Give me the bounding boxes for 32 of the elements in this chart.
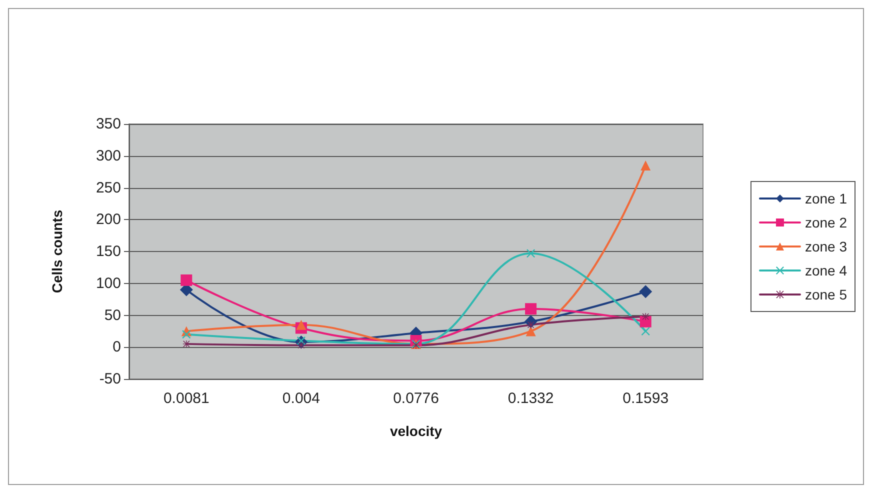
y-tick-label: 0 — [112, 338, 121, 356]
point — [639, 285, 652, 298]
y-axis-title: Cells counts — [49, 210, 65, 294]
x-tick-label: 0.1332 — [508, 390, 554, 407]
point — [182, 340, 190, 348]
y-tick-label: 300 — [96, 147, 121, 164]
point — [526, 326, 536, 336]
point — [296, 320, 306, 330]
y-tick-label: 150 — [96, 243, 121, 260]
legend-label: zone 3 — [804, 238, 848, 254]
point — [642, 313, 650, 320]
point — [182, 330, 191, 339]
x-tick-label: 0.0776 — [393, 390, 439, 407]
point — [526, 249, 536, 258]
legend-label: zone 2 — [804, 214, 848, 230]
y-tick-label: 50 — [104, 306, 121, 324]
point — [640, 160, 651, 170]
x-tick-label: 0.004 — [282, 390, 320, 407]
y-tick-label: 200 — [96, 211, 121, 228]
legend-label: zone 5 — [804, 286, 848, 302]
point — [180, 274, 192, 286]
x-tick-label: 0.1593 — [622, 390, 669, 407]
point — [525, 303, 537, 315]
x-axis-title: velocity — [390, 423, 442, 439]
x-tick-label: 0.0081 — [163, 390, 210, 407]
legend-label: zone 1 — [804, 190, 848, 206]
y-tick-label: -50 — [99, 370, 121, 388]
y-tick-label: 250 — [96, 179, 121, 196]
legend-label: zone 4 — [804, 262, 848, 278]
point — [641, 326, 650, 336]
y-tick-label: 350 — [96, 116, 121, 132]
y-tick-label: 100 — [96, 274, 121, 292]
